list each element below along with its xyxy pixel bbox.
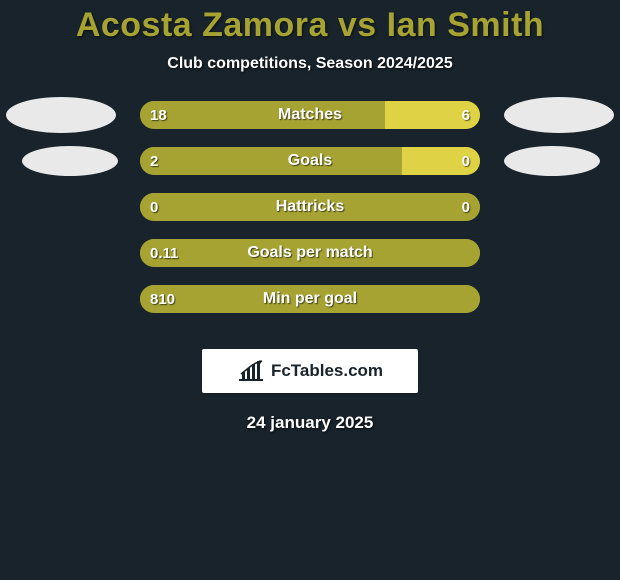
stat-bar-left (140, 285, 480, 313)
stat-bar-left (140, 101, 385, 129)
comparison-chart: 186Matches 20Goals 00Hattricks 0.11Goals pe… (0, 101, 620, 331)
player-photo-left (6, 97, 116, 133)
subtitle: Club competitions, Season 2024/2025 (0, 55, 620, 73)
stat-bar-track: 186Matches (140, 101, 480, 129)
snapshot-date: 24 january 2025 (0, 413, 620, 433)
source-brand: FcTables.com (271, 361, 383, 381)
stat-row: 186Matches (0, 101, 620, 129)
player-photo-right (504, 146, 600, 176)
player-photo-left (22, 146, 118, 176)
stat-bar-right (385, 101, 480, 129)
stat-row: 810Min per goal (0, 285, 620, 313)
stat-bar-left (140, 147, 402, 175)
bar-chart-icon (237, 360, 265, 382)
stat-bar-track: 810Min per goal (140, 285, 480, 313)
source-badge: FcTables.com (202, 349, 418, 393)
stat-bar-track: 20Goals (140, 147, 480, 175)
stat-bar-left (140, 239, 480, 267)
stat-row: 00Hattricks (0, 193, 620, 221)
player-photo-right (504, 97, 614, 133)
stat-bar-track: 00Hattricks (140, 193, 480, 221)
stat-bar-left (140, 193, 480, 221)
stat-bar-track: 0.11Goals per match (140, 239, 480, 267)
stat-row: 0.11Goals per match (0, 239, 620, 267)
stat-row: 20Goals (0, 147, 620, 175)
page-title: Acosta Zamora vs Ian Smith (0, 0, 620, 45)
content-root: Acosta Zamora vs Ian Smith Club competit… (0, 0, 620, 580)
stat-bar-right (402, 147, 480, 175)
